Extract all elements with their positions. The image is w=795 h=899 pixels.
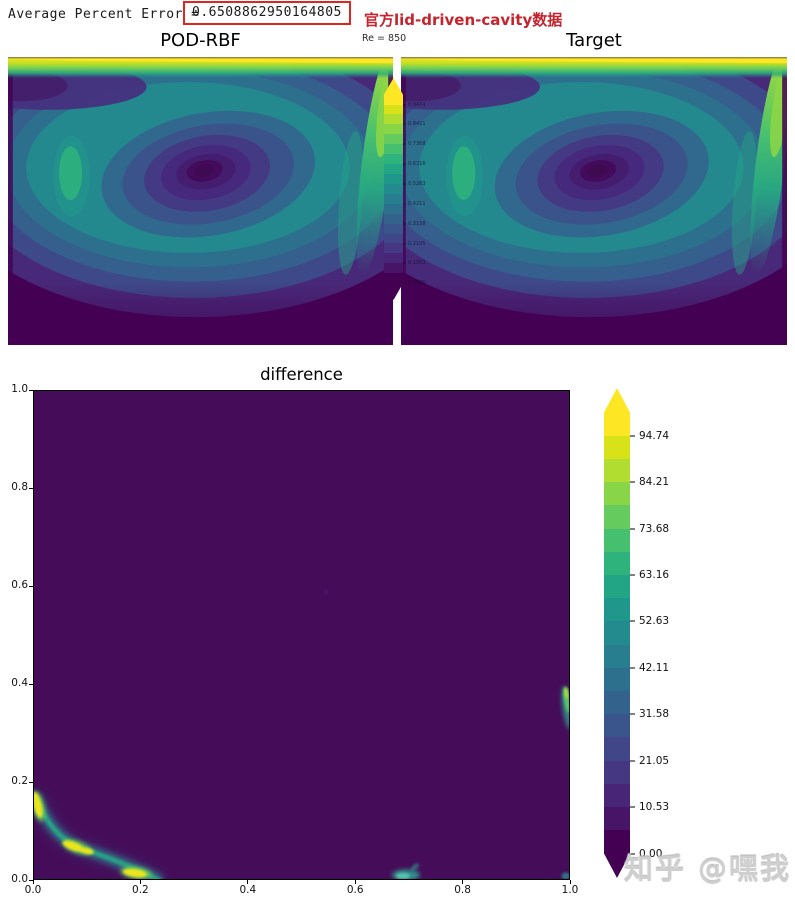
y-tick [29,781,33,783]
colorbar-tick [630,713,635,715]
colorbar-tick [403,223,406,225]
colorbar-tick-label: 31.58 [639,708,670,721]
colorbar-gradient [384,78,403,300]
annotation-text: 官方lid-driven-cavity数据 [364,11,563,29]
x-tick-label: 0.6 [346,884,364,896]
colorbar-tick-label: 0.0000 [408,280,426,287]
colorbar-tick-label: 52.63 [639,615,670,628]
y-tick-label: 0.4 [11,677,28,689]
y-tick-label: 0.0 [11,873,28,885]
colorbar-tick [403,183,406,185]
colorbar-tick-label: 84.21 [639,476,670,489]
colorbar-tick-label: 21.05 [639,754,670,767]
y-tick [29,683,33,685]
error-dot-corner [561,872,570,880]
y-tick [29,585,33,587]
colorbar-tick [630,435,635,437]
y-tick-label: 0.2 [11,775,28,787]
error-streak-bottom-left [33,790,165,880]
difference-background [33,390,570,880]
colorbar-tick-label: 63.16 [639,568,670,581]
y-tick-label: 0.8 [11,481,28,493]
x-tick-label: 0.0 [24,884,42,896]
y-tick [29,389,33,391]
reynolds-label: Re = 850 [362,33,407,44]
colorbar-tick-label: 0.5263 [408,181,426,188]
y-tick [29,879,33,881]
colorbar-tick [403,123,406,125]
colorbar-tick [630,760,635,762]
x-tick-label: 0.8 [454,884,471,896]
colorbar-tick [630,528,635,530]
x-tick [247,880,249,884]
colorbar-tick-label: 0.7368 [408,141,426,148]
y-tick-label: 1.0 [11,383,28,395]
colorbar-tick [630,574,635,576]
x-tick-label: 1.0 [561,884,579,896]
difference-colorbar: 94.74 84.21 73.68 63.16 52.63 42.11 31.58 21.05… [604,388,669,878]
colorbar-tick-label: 73.68 [639,522,670,535]
watermark: 知乎 @嘿我 [623,852,791,886]
colorbar-tick [630,667,635,669]
colorbar-tick [403,143,406,145]
colorbar-tick-label: 0.8421 [408,121,426,128]
colorbar-tick-label: 0.6316 [408,161,426,168]
pod-rbf-title: POD-RBF [160,30,241,51]
colorbar-tick [630,806,635,808]
y-tick-label: 0.6 [11,579,28,591]
colorbar-tick [630,853,635,854]
colorbar-gradient [604,388,630,878]
x-tick-label: 0.2 [132,884,149,896]
x-tick [462,880,464,884]
x-tick [354,880,356,884]
colorbar-tick [403,282,406,284]
y-tick [29,487,33,489]
colorbar-tick [403,243,406,245]
x-tick [139,880,141,884]
axes-frame [33,390,570,880]
colorbar-tick-label: 10.53 [639,801,670,814]
colorbar-tick-label: 0.4211 [408,200,426,207]
pod-rbf-contour-plot [8,57,393,345]
x-tick [32,880,34,884]
colorbar-tick [403,163,406,165]
colorbar-tick-label: 94.74 [639,429,670,442]
colorbar-tick [403,262,406,264]
difference-heatmap [33,390,570,880]
difference-title: difference [260,365,343,384]
error-value-box: 0.6508862950164805 [183,1,351,25]
x-tick [569,880,571,884]
colorbar-tick-label: 42.11 [639,661,670,674]
colorbar-tick-label: 0.1053 [408,260,426,267]
x-tick-label: 0.4 [239,884,257,896]
colorbar-tick-label: 0.00 [639,847,663,860]
colorbar-tick [403,203,406,205]
colorbar-tick-label: 0.9474 [408,101,426,108]
colorbar-tick-label: 0.3158 [408,220,426,227]
colorbar-tick-label: 0.2105 [408,240,426,247]
error-label: Average Percent Error = [8,7,200,22]
target-title: Target [566,30,622,51]
shared-colorbar: 0.9474 0.8421 0.7368 0.6316 0.5263 0.4211 0.31… [384,78,426,300]
colorbar-tick [403,104,406,106]
target-contour-plot [401,57,787,345]
error-blob-bottom-mid [392,863,420,880]
colorbar-tick [630,481,635,483]
colorbar-tick [630,620,635,622]
